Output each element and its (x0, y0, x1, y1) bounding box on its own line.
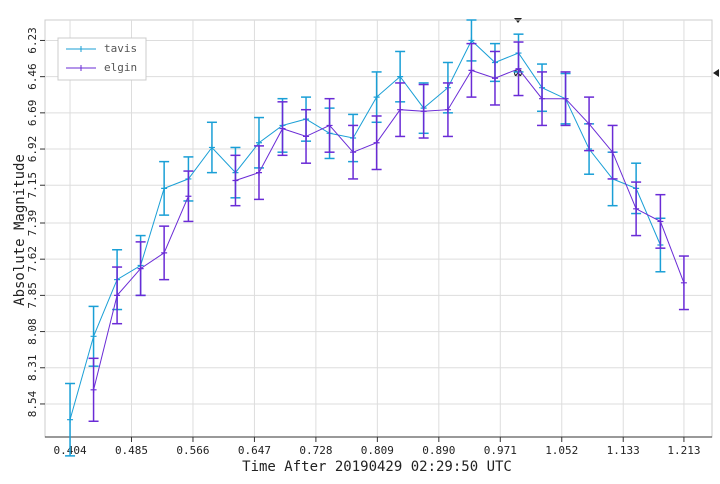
legend-label: tavis (104, 42, 137, 55)
point-marker (539, 95, 546, 102)
point-marker (255, 139, 262, 146)
y-tick-label: 7.39 (26, 210, 39, 237)
point-marker (444, 106, 451, 113)
legend-label: elgin (104, 61, 137, 74)
point-marker (397, 73, 404, 80)
plot-frame (44, 19, 713, 438)
x-tick-label: 1.213 (667, 444, 700, 457)
point-marker (491, 75, 498, 82)
y-tick-label: 6.46 (26, 63, 39, 90)
point-marker (279, 125, 286, 132)
x-tick-label: 0.890 (422, 444, 455, 457)
legend-marker (78, 65, 84, 71)
point-marker (350, 149, 357, 156)
point-marker (114, 292, 121, 299)
point-marker (468, 37, 475, 44)
point-marker (137, 265, 144, 272)
point-marker (397, 106, 404, 113)
series-line (69, 39, 661, 420)
point-marker (232, 177, 239, 184)
x-tick-label: 0.566 (176, 444, 209, 457)
point-marker (657, 218, 664, 225)
y-axis-label: Absolute Magnitude (12, 154, 28, 306)
point-marker (67, 416, 74, 423)
y-tick-label: 7.15 (26, 172, 39, 199)
y-tick-label: 7.62 (26, 246, 39, 273)
marker-right (713, 69, 719, 77)
y-tick-label: 8.08 (26, 318, 39, 345)
point-marker (680, 279, 687, 286)
y-tick-label: 6.92 (26, 136, 39, 163)
point-marker (303, 133, 310, 140)
point-marker (255, 169, 262, 176)
point-marker (373, 139, 380, 146)
point-marker (586, 120, 593, 127)
x-tick-label: 0.809 (361, 444, 394, 457)
point-marker (420, 108, 427, 115)
series-line (93, 68, 685, 390)
point-marker (161, 249, 168, 256)
x-tick-label: 1.052 (545, 444, 578, 457)
point-marker (633, 205, 640, 212)
y-tick-label: 6.69 (26, 100, 39, 127)
x-tick-label: 0.485 (115, 444, 148, 457)
y-tick-label: 6.23 (26, 27, 39, 54)
point-marker (90, 333, 97, 340)
legend-box (57, 37, 147, 81)
x-tick-label: 1.133 (607, 444, 640, 457)
point-marker (161, 185, 168, 192)
point-marker (185, 193, 192, 200)
point-marker (562, 95, 569, 102)
point-marker (468, 67, 475, 74)
y-tick-label: 8.31 (26, 355, 39, 382)
y-tick-label: 8.54 (26, 390, 39, 417)
point-marker (326, 122, 333, 129)
x-tick-label: 0.971 (484, 444, 517, 457)
point-marker (208, 144, 215, 151)
point-marker (609, 149, 616, 156)
x-axis-label: Time After 20190429 02:29:50 UTC (242, 459, 512, 475)
point-marker (90, 386, 97, 393)
point-marker (515, 65, 522, 72)
x-tick-label: 0.647 (238, 444, 271, 457)
legend-marker (78, 46, 84, 52)
point-marker (373, 94, 380, 101)
y-tick-label: 7.85 (26, 282, 39, 309)
x-tick-label: 0.728 (299, 444, 332, 457)
legend: tavis elgin (57, 37, 147, 81)
